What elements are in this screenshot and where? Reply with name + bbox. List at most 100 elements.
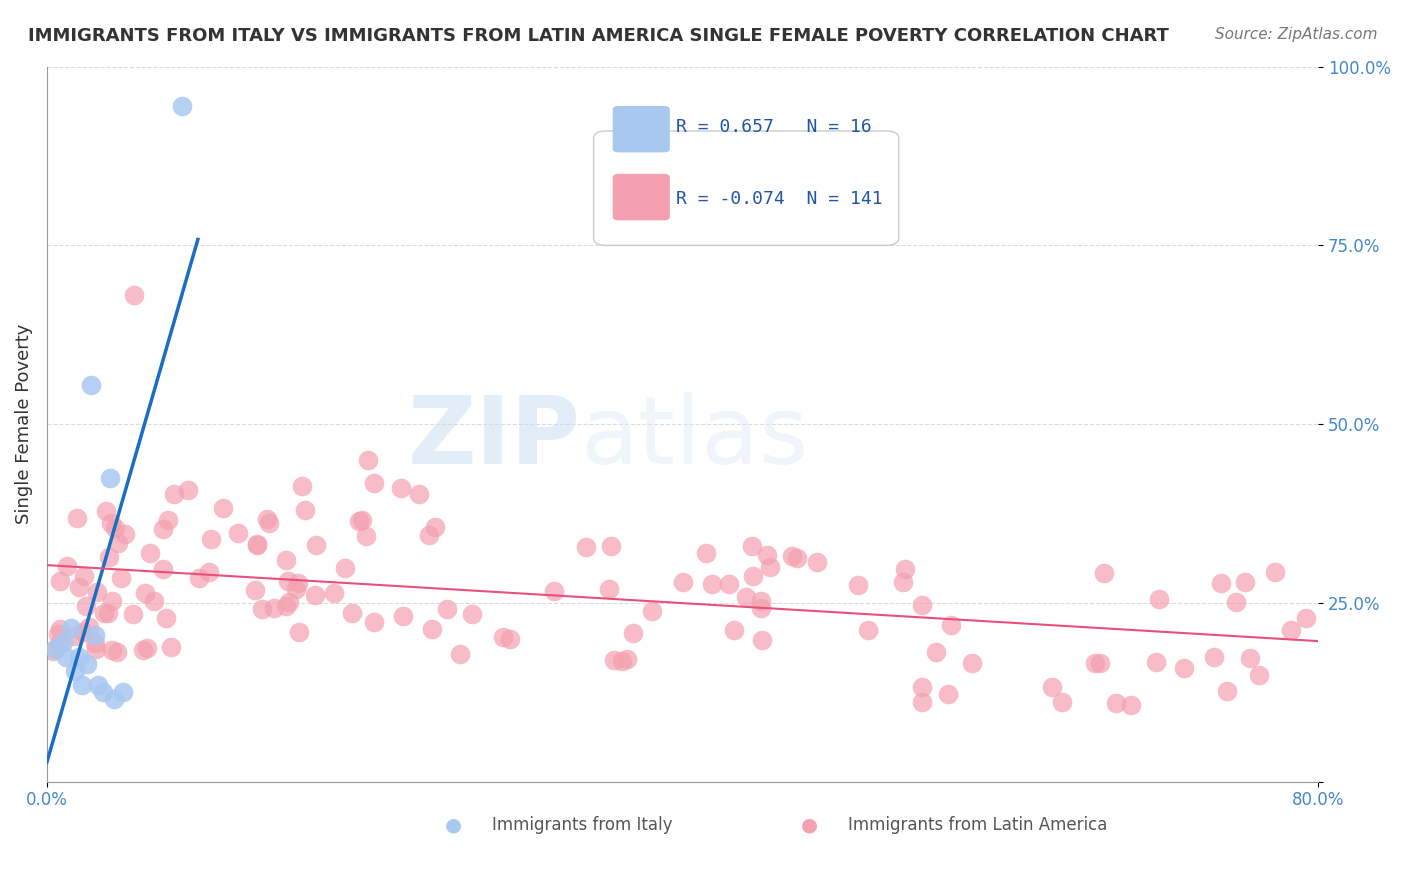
Point (392, 608, 415, 623)
Point (73, 569, 96, 583)
Point (846, 578, 869, 592)
Point (291, 478, 314, 492)
Point (256, 512, 278, 526)
Point (98, 549, 121, 564)
Point (1279, 623, 1302, 637)
Point (911, 695, 934, 709)
Point (152, 561, 174, 575)
Point (170, 99, 193, 113)
Point (759, 559, 782, 574)
Point (245, 583, 267, 598)
Point (347, 515, 370, 529)
Point (198, 565, 221, 579)
Point (134, 586, 156, 600)
Point (1121, 698, 1143, 713)
Point (1088, 657, 1111, 671)
Point (449, 647, 471, 661)
Point (357, 453, 380, 467)
Point (363, 615, 385, 629)
Point (75, 599, 97, 613)
Point (612, 654, 634, 668)
Point (741, 539, 763, 553)
Point (211, 501, 233, 516)
Point (1211, 576, 1233, 591)
Point (104, 521, 127, 535)
Point (621, 626, 644, 640)
Point (80, 377, 103, 392)
Point (1233, 574, 1256, 589)
Text: atlas: atlas (581, 392, 808, 484)
Point (278, 595, 301, 609)
Point (1239, 651, 1261, 665)
Point (84, 636, 107, 650)
Point (87, 678, 110, 692)
Point (91, 685, 114, 699)
Point (48, 637, 70, 651)
Text: R = 0.657   N = 16: R = 0.657 N = 16 (676, 119, 872, 136)
Point (135, 640, 157, 655)
Point (751, 632, 773, 647)
Point (911, 599, 934, 613)
Point (924, 645, 946, 659)
Point (616, 652, 638, 666)
Point (1147, 591, 1170, 606)
Point (1295, 611, 1317, 625)
Point (114, 527, 136, 541)
Point (575, 540, 598, 554)
Point (107, 535, 129, 549)
Point (436, 602, 458, 616)
Point (274, 552, 297, 566)
Point (246, 537, 269, 551)
Point (100, 471, 122, 485)
Point (288, 625, 311, 640)
Text: Source: ZipAtlas.com: Source: ZipAtlas.com (1215, 27, 1378, 42)
Point (52, 635, 75, 649)
Point (718, 577, 741, 591)
Point (263, 601, 285, 615)
Point (101, 642, 124, 657)
Text: R = -0.074  N = 141: R = -0.074 N = 141 (676, 190, 883, 208)
Y-axis label: Single Female Poverty: Single Female Poverty (15, 324, 32, 524)
Point (1092, 566, 1115, 580)
Point (112, 685, 135, 699)
Point (806, 555, 828, 569)
Point (340, 607, 363, 621)
Point (274, 599, 297, 614)
Point (941, 617, 963, 632)
Point (177, 483, 200, 497)
Point (259, 516, 281, 530)
Point (122, 288, 145, 302)
Point (856, 624, 879, 638)
Point (101, 594, 124, 608)
Point (105, 645, 128, 659)
Point (352, 513, 374, 527)
Point (492, 631, 515, 645)
Point (42, 644, 65, 658)
Point (65, 664, 87, 678)
Point (1052, 695, 1074, 709)
Point (250, 602, 273, 616)
Point (163, 486, 186, 500)
Point (55, 649, 77, 664)
Point (142, 594, 165, 608)
Point (1215, 684, 1237, 698)
Point (1040, 681, 1063, 695)
Text: Immigrants from Italy: Immigrants from Italy (492, 815, 672, 834)
Point (1104, 696, 1126, 710)
Point (749, 594, 772, 608)
Point (962, 656, 984, 670)
Point (695, 546, 717, 560)
Point (152, 522, 174, 536)
Point (1144, 655, 1167, 669)
Point (499, 632, 522, 647)
Point (641, 604, 664, 618)
Point (603, 653, 626, 667)
Point (294, 503, 316, 517)
Point (100, 516, 122, 530)
Point (70, 678, 93, 692)
Point (65, 629, 87, 643)
Point (48, 623, 70, 637)
Point (48, 574, 70, 589)
Point (786, 550, 808, 565)
Point (122, 607, 145, 621)
